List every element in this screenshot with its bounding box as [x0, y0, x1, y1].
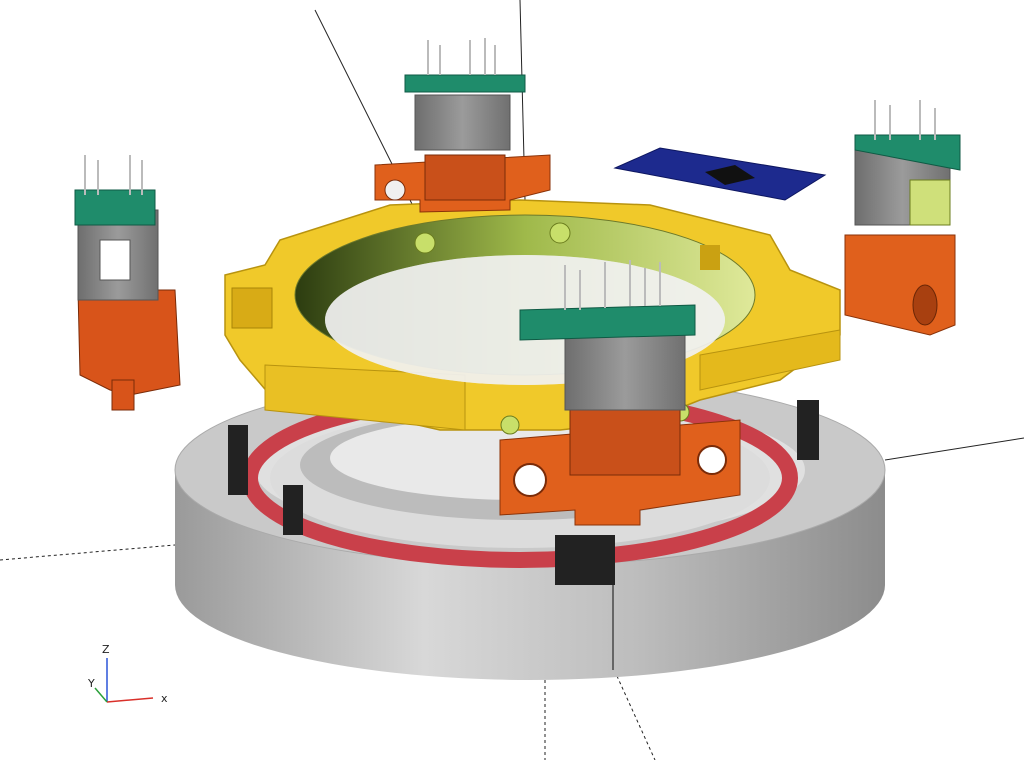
y-axis-label: Y	[87, 677, 95, 690]
sensor-module-top	[374, 38, 551, 213]
sensor-module-left	[74, 155, 181, 411]
x-axis-label: x	[161, 692, 168, 705]
y-axis-line	[94, 687, 108, 703]
x-axis-line	[106, 697, 154, 703]
z-axis-label: Z	[102, 643, 110, 656]
blue-pcb	[613, 147, 827, 201]
axis-indicator: Z x Y	[87, 643, 168, 705]
sensor-module-right	[844, 100, 961, 336]
sensor-module-front	[499, 260, 741, 526]
